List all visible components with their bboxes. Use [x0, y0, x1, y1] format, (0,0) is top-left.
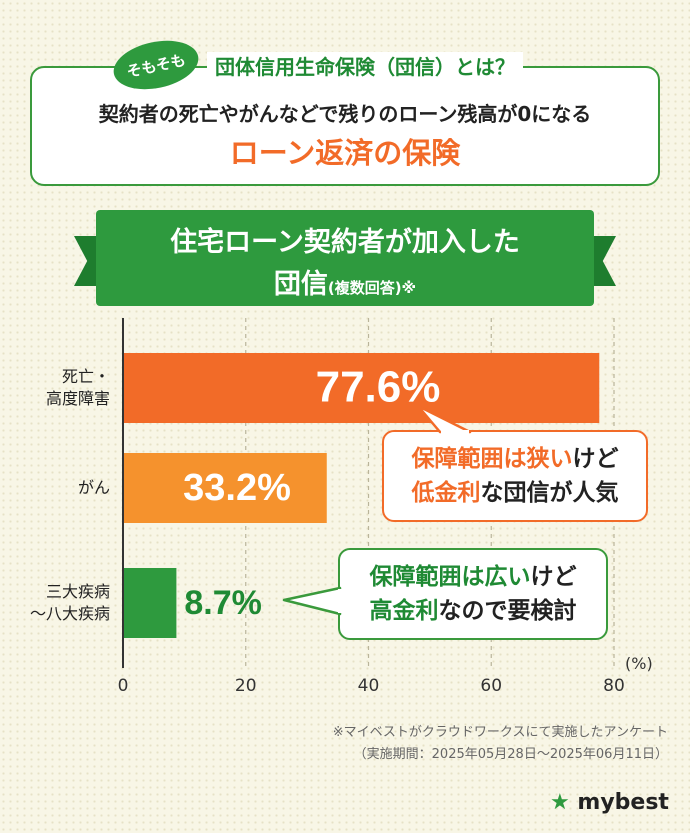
bar-2 [124, 568, 177, 638]
callout2-text2: なので要検討 [438, 598, 577, 624]
bar-0 [124, 353, 600, 423]
callout-high-coverage: 保障範囲は広いけど 高金利なので要検討 [338, 548, 608, 640]
value-label-1: 33.2% [183, 467, 291, 509]
chart-title-line1: 住宅ローン契約者が加入した [170, 227, 520, 258]
callout-low-coverage: 保障範囲は狭いけど 低金利な団信が人気 [382, 430, 648, 522]
category-label-2: 三大疾病 〜八大疾病 [29, 582, 110, 623]
brand-name: mybest [577, 790, 669, 815]
value-label-2: 8.7% [184, 584, 261, 622]
callout1-emphasis2: 低金利 [411, 480, 481, 506]
callout1-text1: けど [572, 446, 619, 472]
callout2-text1: けど [530, 564, 577, 590]
star-icon: ★ [550, 790, 570, 815]
bar-chart: 77.6% 33.2% 8.7% [122, 318, 615, 668]
callout1-text2: な団信が人気 [480, 480, 619, 506]
tick-label-0: 0 [117, 676, 129, 696]
callout2-emphasis1: 保障範囲は広い [369, 564, 531, 590]
chart-banner [96, 210, 594, 306]
info-heading: 団体信用生命保険（団信）とは？ [207, 52, 523, 82]
tick-label-60: 60 [480, 676, 503, 696]
callout2-emphasis2: 高金利 [369, 598, 439, 624]
category-label-0: 死亡・ 高度障害 [45, 367, 110, 408]
callout1-emphasis1: 保障範囲は狭い [411, 446, 573, 472]
info-description: 契約者の死亡やがんなどで残りのローン残高が0になる [98, 102, 592, 126]
brand-logo: ★ mybest [550, 790, 669, 815]
chart-title-line2: 団信(複数回答)※ [96, 262, 594, 301]
tick-label-20: 20 [234, 676, 257, 696]
tick-label-40: 40 [357, 676, 380, 696]
x-unit-label: (%) [625, 654, 653, 673]
footnote-source: ※マイベストがクラウドワークスにて実施したアンケート [332, 725, 668, 740]
value-label-0: 77.6% [316, 363, 441, 412]
info-highlight: ローン返済の保険 [229, 136, 461, 170]
footnote-period: （実施期間：2025年05月28日〜2025年06月11日） [353, 747, 668, 762]
tick-label-80: 80 [603, 676, 625, 696]
chart-title-sub: (複数回答)※ [327, 279, 417, 297]
chart-title-main: 団信 [273, 269, 328, 300]
bar-1 [124, 453, 327, 523]
category-label-1: がん [77, 478, 110, 497]
